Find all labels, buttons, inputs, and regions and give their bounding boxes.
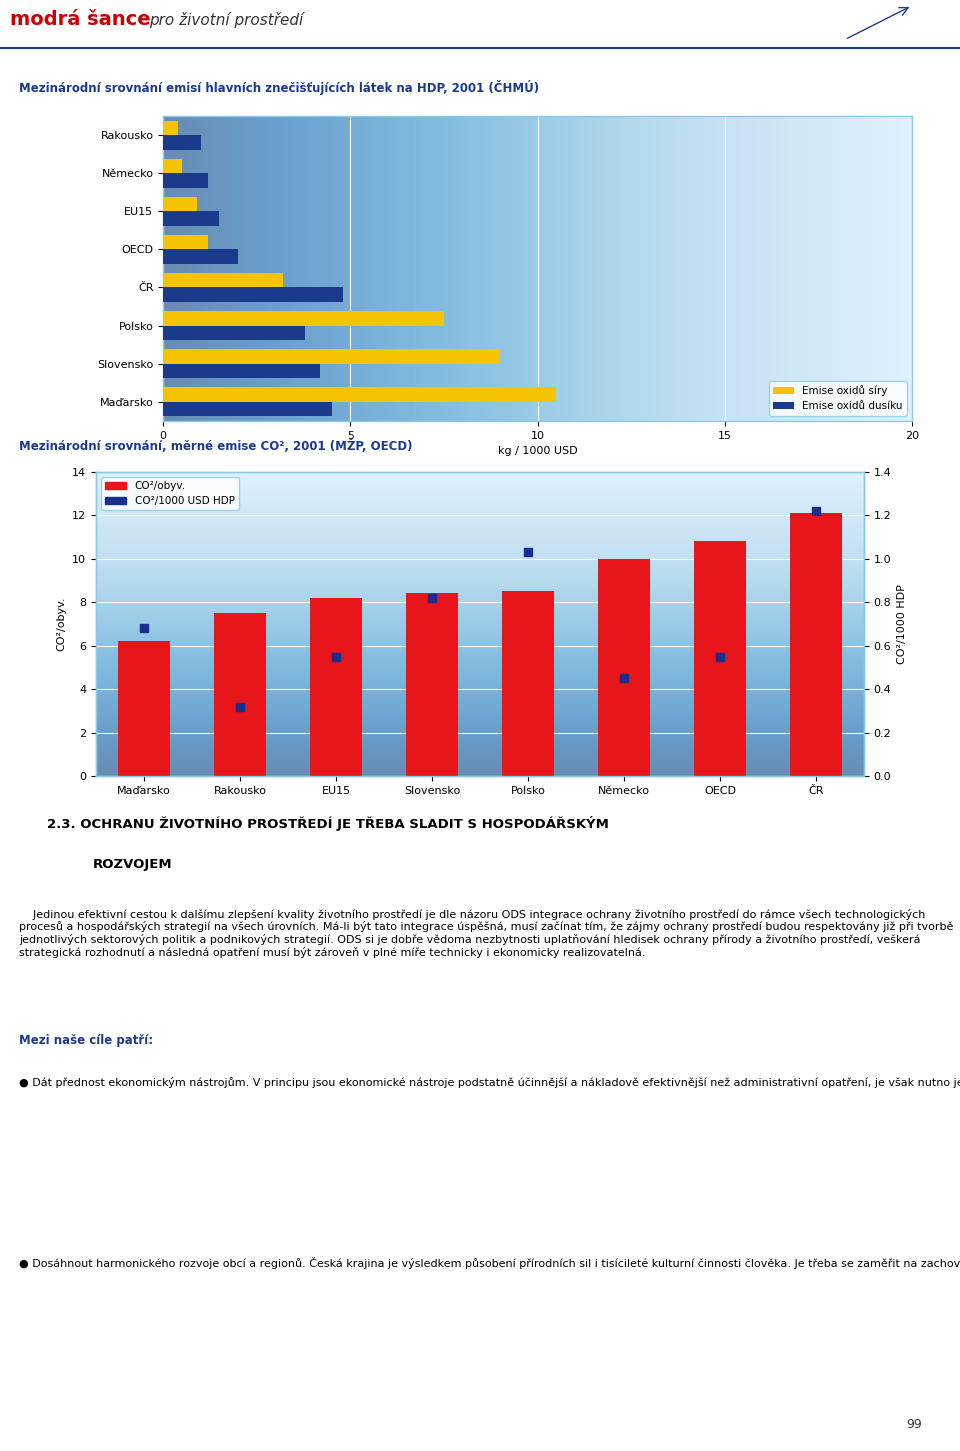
Y-axis label: CO²/obyv.: CO²/obyv. [57,596,66,651]
Legend: CO²/obyv., CO²/1000 USD HDP: CO²/obyv., CO²/1000 USD HDP [101,477,239,511]
Text: Mezinárodní srovnání, měrné emise CO², 2001 (MŽP, OECD): Mezinárodní srovnání, měrné emise CO², 2… [19,440,413,453]
Text: ● Dosáhnout harmonického rozvoje obcí a regionů. Česká krajina je výsledkem půso: ● Dosáhnout harmonického rozvoje obcí a … [19,1257,960,1270]
FancyArrowPatch shape [848,7,908,38]
Text: 2.3. OCHRANU ŽIVOTNÍHO PROSTŘEDÍ JE TŘEBA SLADIT S HOSPODÁŘSKÝM: 2.3. OCHRANU ŽIVOTNÍHO PROSTŘEDÍ JE TŘEB… [47,817,609,831]
Text: ROZVOJEM: ROZVOJEM [93,858,173,871]
Text: 99: 99 [906,1418,923,1431]
Bar [163,325,305,340]
Bar [213,612,266,776]
Text: modrá šance: modrá šance [10,10,150,29]
Bar [117,641,171,776]
Bar [163,120,179,135]
Bar [789,514,842,776]
CO²/1000 USD HDP [232,695,248,718]
Bar [309,598,363,776]
Bar [693,541,746,776]
Bar [163,173,208,187]
Bar [163,197,197,212]
Bar [163,402,332,416]
Text: Mezinárodní srovnání emisí hlavních znečišťujících látek na HDP, 2001 (ČHMÚ): Mezinárodní srovnání emisí hlavních zneč… [19,80,540,94]
CO²/1000 USD HDP [328,644,344,667]
Bar [597,559,650,776]
Bar [501,592,555,776]
Bar [163,387,557,402]
Y-axis label: CO²/1000 HDP: CO²/1000 HDP [897,583,907,665]
Bar [163,273,283,287]
Bar [163,212,219,226]
X-axis label: kg / 1000 USD: kg / 1000 USD [498,445,577,456]
Text: Jedinou efektivní cestou k dalšímu zlepšení kvality životního prostředí je dle n: Jedinou efektivní cestou k dalšímu zlepš… [19,908,953,958]
CO²/1000 USD HDP [712,644,728,667]
CO²/1000 USD HDP [424,586,440,609]
Bar [163,250,238,264]
Text: Mezi naše cíle patří:: Mezi naše cíle patří: [19,1033,154,1046]
Bar [163,158,182,173]
Text: pro životní prostředí: pro životní prostředí [149,12,303,28]
Bar [406,593,459,776]
CO²/1000 USD HDP [136,617,152,640]
Legend: Emise oxidů síry, Emise oxidů dusíku: Emise oxidů síry, Emise oxidů dusíku [769,382,907,415]
Bar [163,311,444,325]
Text: ● Dát přednost ekonomickým nástrojům. V principu jsou ekonomické nástroje podsta: ● Dát přednost ekonomickým nástrojům. V … [19,1077,960,1088]
Bar [163,287,343,302]
CO²/1000 USD HDP [520,540,536,563]
CO²/1000 USD HDP [808,499,824,522]
Bar [163,364,321,379]
Bar [163,135,201,149]
CO²/1000 USD HDP [616,667,632,691]
Bar [163,350,500,364]
Bar [163,235,208,250]
